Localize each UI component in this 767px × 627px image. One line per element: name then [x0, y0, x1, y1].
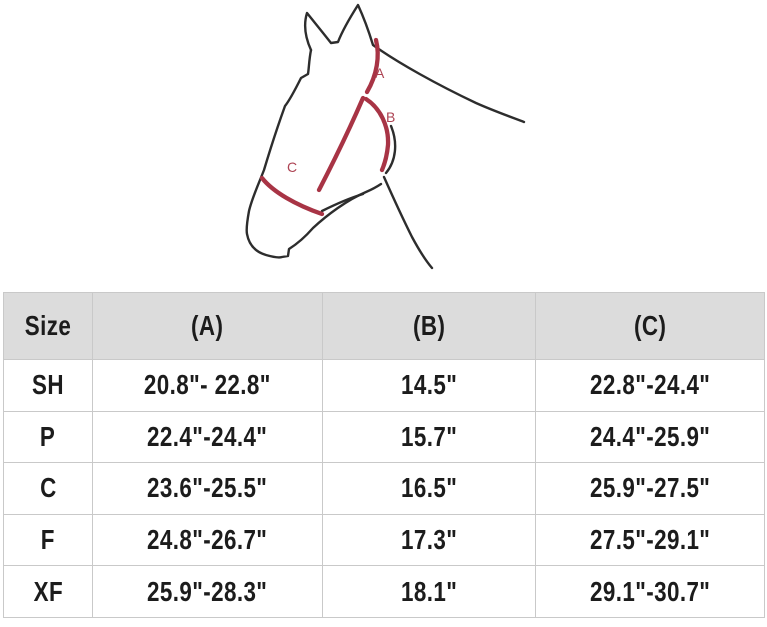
- strap-label-c: C: [287, 159, 297, 175]
- table-row-sh: SH 20.8"- 22.8" 14.5" 22.8"-24.4": [3, 359, 765, 412]
- measurement-b-value: 18.1": [400, 575, 458, 607]
- horse-jowl-outline: [384, 124, 397, 175]
- measurement-c-value: 24.4"-25.9": [589, 420, 711, 452]
- horse-ears-neck-outline: [303, 3, 526, 124]
- size-value: XF: [33, 575, 63, 607]
- measurement-a-value: 25.9"-28.3": [147, 575, 268, 607]
- column-header-b-label: (B): [412, 310, 446, 341]
- measurement-c-value: 27.5"-29.1": [589, 524, 711, 556]
- measurement-a-cell: 22.4"-24.4": [92, 410, 323, 464]
- halter-noseband-strap-c: [259, 175, 325, 217]
- size-value: P: [40, 420, 56, 452]
- measurement-b-cell: 14.5": [322, 359, 536, 412]
- measurement-b-cell: 17.3": [322, 513, 536, 567]
- measurement-c-value: 25.9"-27.5": [589, 472, 711, 504]
- measurement-a-value: 20.8"- 22.8": [144, 369, 271, 401]
- measurement-b-cell: 15.7": [322, 410, 536, 464]
- column-header-size-label: Size: [24, 310, 72, 341]
- measurement-a-cell: 23.6"-25.5": [92, 462, 323, 515]
- halter-crown-strap-a: [364, 37, 380, 95]
- horse-head-diagram: A B C: [230, 0, 540, 290]
- column-header-c-label: (C): [633, 310, 667, 341]
- table-row-xf: XF 25.9"-28.3" 18.1" 29.1"-30.7": [3, 565, 765, 618]
- size-cell: SH: [3, 359, 93, 412]
- table-row-c: C 23.6"-25.5" 16.5" 25.9"-27.5": [3, 462, 765, 515]
- table-header-row: Size (A) (B) (C): [3, 292, 765, 360]
- column-header-b: (B): [322, 292, 536, 360]
- column-header-a: (A): [92, 292, 323, 360]
- column-header-a-label: (A): [191, 310, 224, 341]
- measurement-a-cell: 20.8"- 22.8": [92, 359, 323, 412]
- measurement-c-cell: 29.1"-30.7": [535, 565, 765, 618]
- halter-cheek-strap: [316, 95, 366, 193]
- measurement-a-value: 23.6"-25.5": [147, 472, 268, 504]
- measurement-a-cell: 25.9"-28.3": [92, 565, 323, 618]
- measurement-a-cell: 24.8"-26.7": [92, 513, 323, 567]
- table-row-f: F 24.8"-26.7" 17.3" 27.5"-29.1": [3, 513, 765, 567]
- measurement-b-value: 17.3": [400, 524, 458, 556]
- measurement-c-value: 22.8"-24.4": [589, 369, 711, 401]
- column-header-c: (C): [535, 292, 765, 360]
- horse-mouth-line: [320, 192, 365, 213]
- measurement-b-value: 16.5": [400, 472, 458, 504]
- size-value: F: [40, 524, 56, 556]
- horse-throat-neck-outline: [382, 175, 434, 270]
- size-cell: XF: [3, 565, 93, 618]
- measurement-a-value: 24.8"-26.7": [147, 524, 268, 556]
- size-value: C: [39, 472, 57, 504]
- measurement-c-value: 29.1"-30.7": [589, 575, 711, 607]
- size-value: SH: [32, 369, 64, 401]
- size-cell: P: [3, 410, 93, 464]
- measurement-c-cell: 25.9"-27.5": [535, 462, 765, 515]
- measurement-b-cell: 16.5": [322, 462, 536, 515]
- halter-throat-strap-b: [363, 96, 391, 173]
- measurement-c-cell: 27.5"-29.1": [535, 513, 765, 567]
- measurement-b-cell: 18.1": [322, 565, 536, 618]
- measurement-b-value: 14.5": [400, 369, 458, 401]
- strap-label-b: B: [386, 109, 395, 125]
- strap-label-a: A: [375, 65, 385, 81]
- table-row-p: P 22.4"-24.4" 15.7" 24.4"-25.9": [3, 410, 765, 464]
- size-cell: F: [3, 513, 93, 567]
- column-header-size: Size: [3, 292, 93, 360]
- size-chart-table: Size (A) (B) (C) SH 20.8"- 22.8" 14.5" 2…: [3, 292, 765, 618]
- measurement-b-value: 15.7": [400, 420, 458, 452]
- horse-head-svg: A B C: [245, 3, 526, 270]
- measurement-c-cell: 22.8"-24.4": [535, 359, 765, 412]
- horse-face-outline: [245, 48, 383, 259]
- measurement-a-value: 22.4"-24.4": [147, 420, 268, 452]
- measurement-c-cell: 24.4"-25.9": [535, 410, 765, 464]
- size-cell: C: [3, 462, 93, 515]
